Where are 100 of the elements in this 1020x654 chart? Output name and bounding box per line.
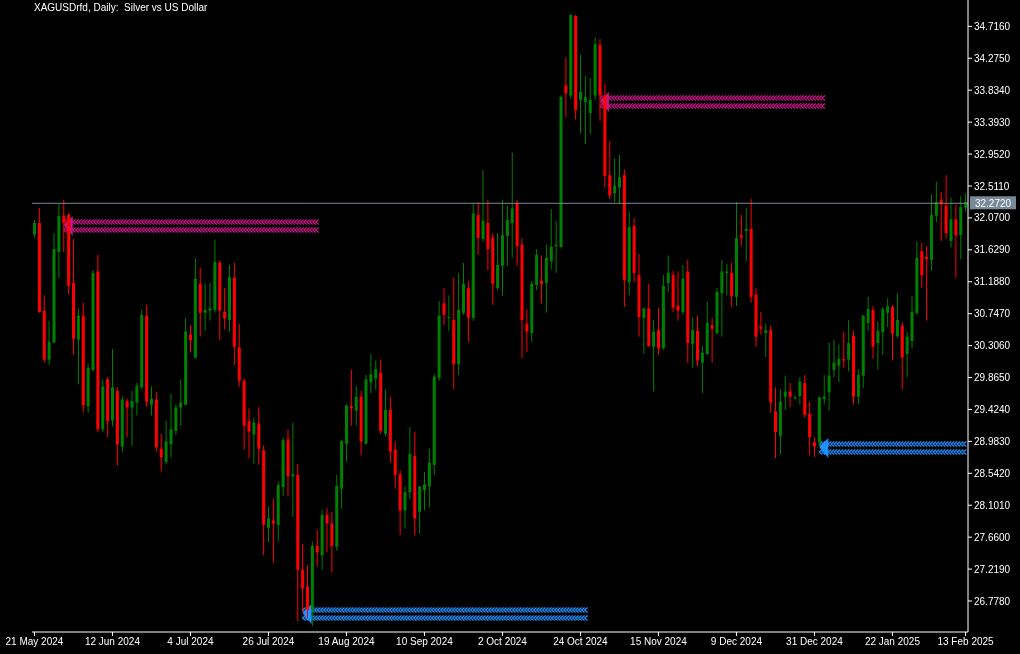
candlestick xyxy=(856,368,860,405)
x-tick-label: 21 May 2024 xyxy=(5,636,64,648)
candlestick xyxy=(579,54,582,134)
x-tick-label: 13 Feb 2025 xyxy=(937,636,995,648)
x-tick-label: 12 Jun 2024 xyxy=(84,636,141,648)
candlestick xyxy=(525,309,529,353)
x-tick-label: 24 Oct 2024 xyxy=(553,636,609,648)
candlestick xyxy=(700,345,704,394)
candlestick xyxy=(164,420,168,465)
y-tick-label: 29.4240 xyxy=(974,404,1011,416)
candlestick xyxy=(301,543,305,613)
x-tick-label: 22 Jan 2025 xyxy=(864,636,921,648)
candlestick xyxy=(179,378,183,427)
candlestick xyxy=(730,262,734,308)
candlestick xyxy=(710,317,714,364)
candlestick xyxy=(476,201,480,256)
candlestick xyxy=(666,255,670,293)
candlestick xyxy=(47,320,51,366)
candlestick xyxy=(325,507,329,553)
candlestick xyxy=(159,433,163,472)
candlestick xyxy=(949,197,953,249)
candlestick xyxy=(764,323,768,358)
candlestick xyxy=(540,255,543,304)
candlestick xyxy=(798,376,802,406)
y-tick-label: 26.7780 xyxy=(974,595,1011,607)
candlestick xyxy=(881,306,885,356)
candlestick xyxy=(920,242,924,288)
candlestick xyxy=(252,417,256,465)
candlestick xyxy=(505,205,509,267)
candlestick xyxy=(442,287,446,326)
y-tick-label: 32.9520 xyxy=(974,148,1011,160)
candlestick xyxy=(223,287,227,330)
candlestick xyxy=(496,232,500,291)
candlestick xyxy=(691,316,695,369)
candlestick xyxy=(774,386,777,459)
candlestick xyxy=(384,388,387,437)
x-tick-label: 15 Nov 2024 xyxy=(630,636,688,648)
y-tick-label: 30.3060 xyxy=(974,340,1011,352)
candlestick xyxy=(895,292,899,339)
candlestick xyxy=(832,339,836,378)
candlestick xyxy=(510,152,514,259)
y-tick-label: 27.6600 xyxy=(974,531,1011,543)
candlestick xyxy=(720,259,724,338)
candlestick xyxy=(618,154,621,205)
candlestick xyxy=(866,296,870,332)
candlestick xyxy=(423,471,426,511)
candlestick xyxy=(315,529,319,568)
candlestick xyxy=(642,307,646,355)
x-tick-label: 19 Aug 2024 xyxy=(318,636,375,648)
y-tick-label: 29.8650 xyxy=(974,372,1011,384)
candlestick xyxy=(783,375,787,411)
y-tick-label: 30.7470 xyxy=(974,308,1011,320)
x-tick-label: 10 Sep 2024 xyxy=(396,636,454,648)
candlestick xyxy=(354,385,358,427)
candlestick xyxy=(564,56,568,118)
candlestick xyxy=(247,407,251,459)
candlestick xyxy=(447,294,451,332)
candlestick xyxy=(403,485,407,529)
y-tick-label: 31.6290 xyxy=(974,244,1011,256)
candlestick xyxy=(374,360,378,390)
candlestick xyxy=(62,199,66,253)
ref-line-label: 32.2720 xyxy=(974,197,1012,209)
x-tick-label: 26 Jul 2024 xyxy=(242,636,295,648)
candlestick xyxy=(306,564,309,619)
y-tick-label: 33.8340 xyxy=(974,84,1011,96)
candlestick xyxy=(652,319,656,393)
candlestick xyxy=(676,270,680,322)
candlestick xyxy=(76,307,80,385)
candlestick xyxy=(549,208,553,270)
candlestick xyxy=(330,511,334,574)
candlestick xyxy=(135,382,139,417)
candlestick xyxy=(808,401,812,456)
x-tick-label: 2 Oct 2024 xyxy=(477,636,528,648)
y-tick-label: 33.3930 xyxy=(974,116,1011,128)
candlestick xyxy=(886,297,890,328)
candlestick xyxy=(588,77,592,135)
y-tick-label: 31.1880 xyxy=(974,276,1011,288)
candlestick xyxy=(847,319,851,372)
x-tick-label: 31 Dec 2024 xyxy=(786,636,844,648)
y-tick-label: 34.7160 xyxy=(974,20,1011,32)
candlestick xyxy=(189,324,192,354)
y-tick-label: 27.2190 xyxy=(974,563,1011,575)
candlestick xyxy=(837,344,841,383)
x-tick-label: 4 Jul 2024 xyxy=(167,636,214,648)
candlestick xyxy=(905,331,909,378)
candlestick xyxy=(608,140,612,200)
candlestick xyxy=(876,320,880,371)
y-tick-label: 32.5110 xyxy=(974,180,1010,192)
candlestick xyxy=(813,436,816,458)
y-tick-label: 28.5420 xyxy=(974,467,1011,479)
candlestick xyxy=(613,158,617,203)
candlestick xyxy=(793,394,797,401)
candlestick xyxy=(954,204,958,279)
candlestick xyxy=(169,393,173,459)
y-tick-label: 28.1010 xyxy=(974,499,1011,511)
candlestick xyxy=(481,169,485,243)
candlestick xyxy=(788,382,792,408)
x-tick-label: 9 Dec 2024 xyxy=(710,636,763,648)
candlestick xyxy=(827,341,831,411)
candlestick xyxy=(150,386,153,417)
